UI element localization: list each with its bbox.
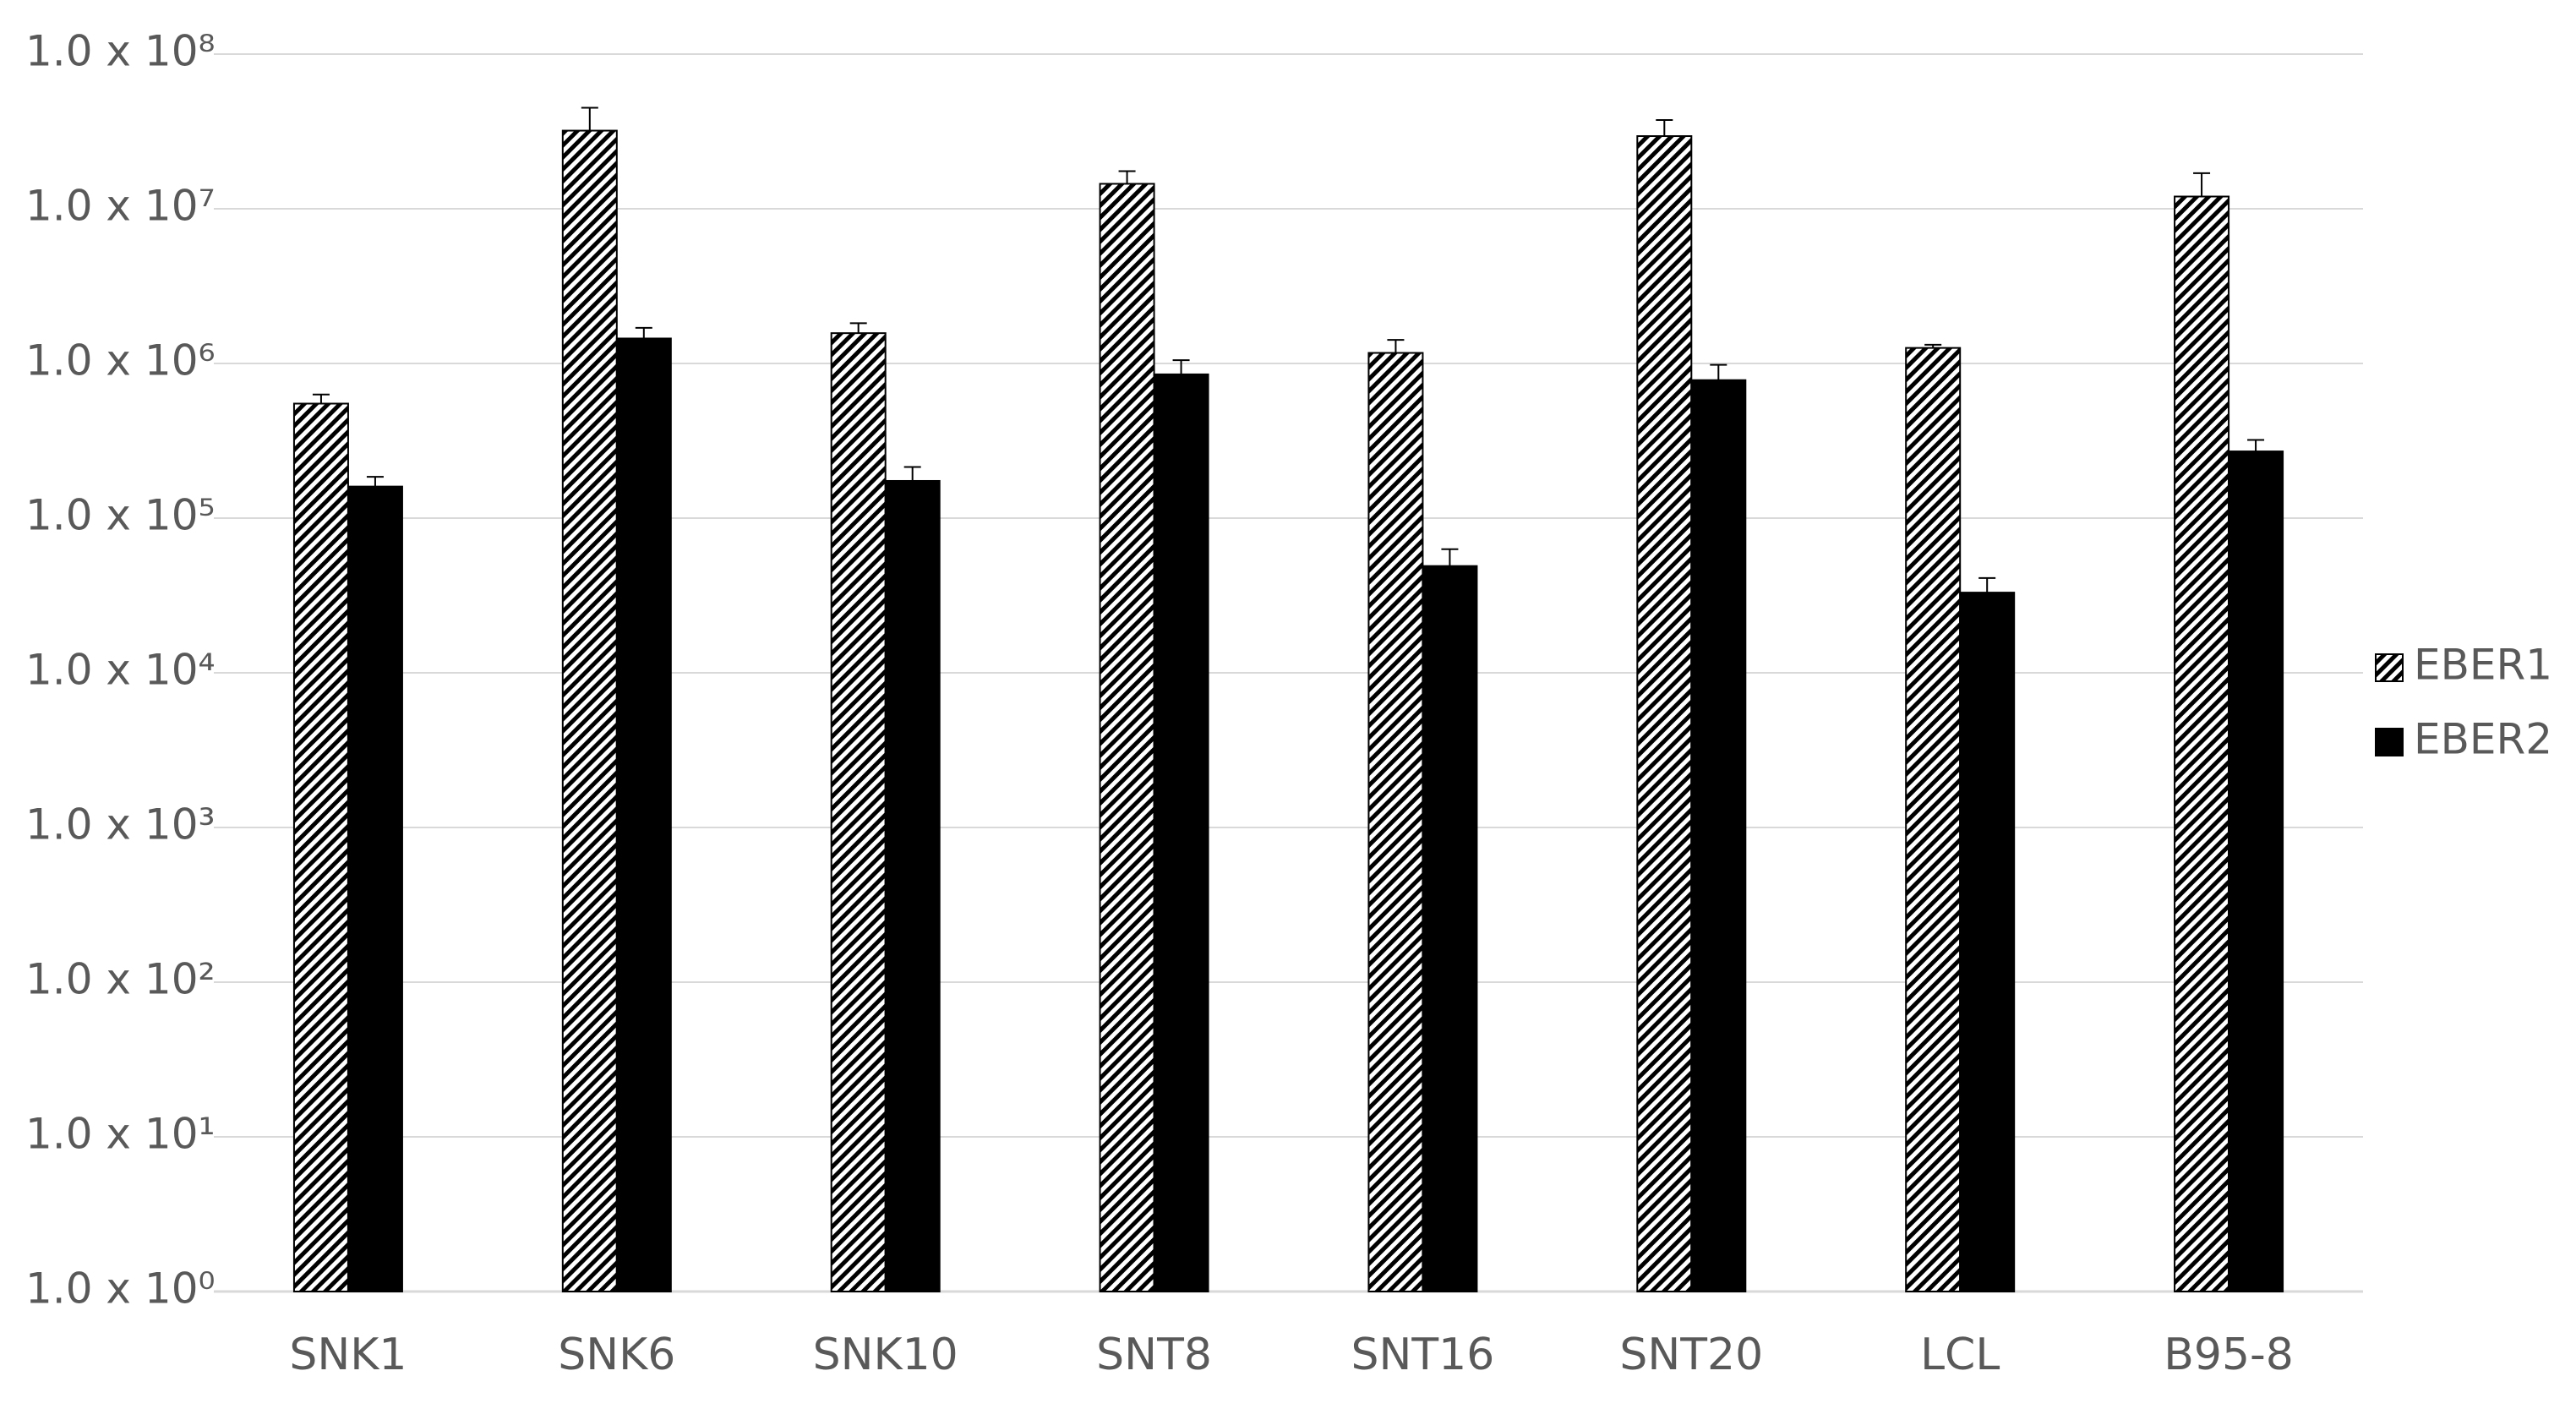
error-bar — [903, 466, 921, 481]
y-tick-label: 1.0 x 10¹ — [25, 1110, 216, 1159]
error-bar — [312, 393, 330, 404]
bar — [830, 332, 887, 1292]
x-tick-label: LCL — [1920, 1330, 2000, 1380]
bar — [2228, 451, 2284, 1292]
error-bar — [1172, 359, 1190, 374]
y-tick-label: 1.0 x 10⁰ — [25, 1264, 216, 1313]
bar — [1422, 565, 1478, 1292]
y-tick-label: 1.0 x 10³ — [25, 800, 216, 849]
legend-label: EBER2 — [2414, 715, 2552, 764]
error-bar — [581, 106, 598, 131]
x-tick-label: SNK10 — [813, 1330, 958, 1380]
y-tick-label: 1.0 x 10⁵ — [25, 491, 216, 540]
bar — [561, 129, 618, 1293]
error-bar — [635, 326, 652, 339]
error-bar — [1978, 576, 1996, 593]
bar — [1636, 135, 1693, 1292]
x-tick-label: SNK6 — [558, 1330, 675, 1380]
error-bar — [366, 476, 384, 487]
legend-swatch — [2375, 728, 2404, 756]
error-bar — [2193, 172, 2211, 197]
error-bar — [1441, 548, 1459, 566]
y-tick-label: 1.0 x 10⁴ — [25, 646, 216, 695]
x-tick-label: SNT16 — [1351, 1330, 1495, 1380]
bar — [1959, 592, 2016, 1292]
bar — [884, 479, 941, 1292]
x-tick-label: SNK1 — [289, 1330, 407, 1380]
bar — [615, 337, 672, 1293]
bar — [292, 402, 349, 1292]
bar — [1153, 373, 1209, 1292]
bar — [347, 485, 403, 1292]
error-bar — [849, 322, 867, 334]
y-tick-label: 1.0 x 10⁸ — [25, 27, 216, 76]
error-bar — [1924, 343, 1942, 348]
error-bar — [1118, 170, 1136, 184]
legend-swatch — [2375, 653, 2404, 682]
error-bar — [1710, 363, 1727, 380]
x-tick-label: B95-8 — [2164, 1330, 2294, 1380]
bar — [1099, 183, 1155, 1293]
error-bar — [2247, 439, 2265, 452]
y-tick-label: 1.0 x 10⁷ — [25, 182, 216, 231]
x-tick-label: SNT8 — [1096, 1330, 1212, 1380]
error-bar — [1387, 339, 1405, 353]
x-tick-label: SNT20 — [1619, 1330, 1763, 1380]
bar — [1690, 379, 1747, 1292]
y-tick-label: 1.0 x 10² — [25, 955, 216, 1004]
bar — [1367, 352, 1424, 1292]
y-tick-label: 1.0 x 10⁶ — [25, 336, 216, 385]
bar — [2174, 195, 2230, 1292]
bar — [1905, 347, 1962, 1292]
error-bar — [1656, 118, 1673, 137]
legend-label: EBER1 — [2414, 641, 2552, 690]
